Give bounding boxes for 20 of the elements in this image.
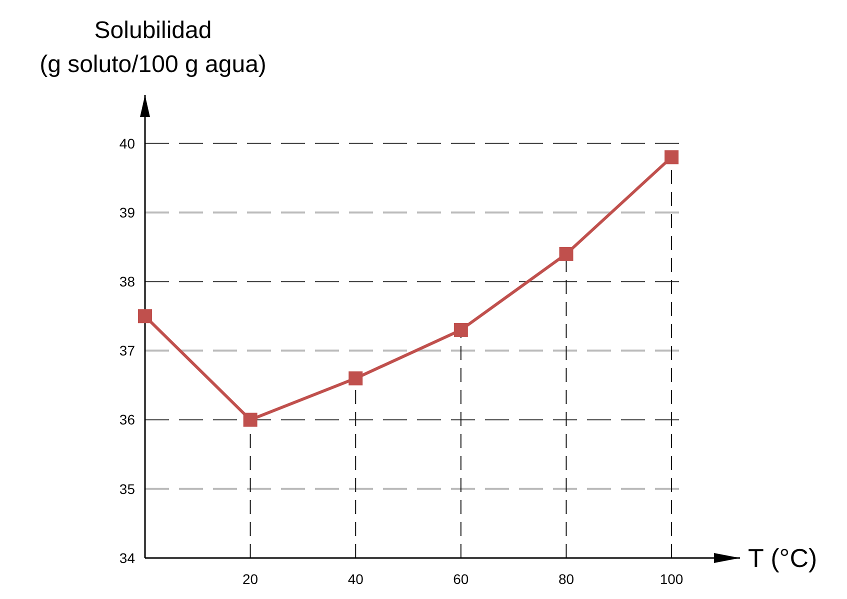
y-tick-label: 37 xyxy=(119,342,136,359)
y-axis-title: Solubilidad (g soluto/100 g agua) xyxy=(40,17,266,78)
point xyxy=(559,246,574,261)
y-tick-label: 35 xyxy=(119,480,136,497)
point xyxy=(664,150,679,164)
point xyxy=(454,322,468,337)
y-tick-label: 34 xyxy=(119,550,136,566)
x-tick-label: 100 xyxy=(660,571,684,587)
y-tick-label: 36 xyxy=(119,412,136,428)
y-tick-label: 39 xyxy=(119,204,136,220)
point xyxy=(138,309,152,324)
point xyxy=(243,412,258,427)
x-tick-label: 60 xyxy=(453,571,469,587)
x-tick-label: 20 xyxy=(242,571,258,587)
x-tick-label: 80 xyxy=(558,571,574,587)
y-tick-label: 40 xyxy=(119,135,136,152)
x-tick-label: 40 xyxy=(348,571,364,587)
point xyxy=(348,371,363,386)
x-axis-title: T (°C) xyxy=(748,543,818,574)
y-tick-label: 38 xyxy=(119,273,136,290)
